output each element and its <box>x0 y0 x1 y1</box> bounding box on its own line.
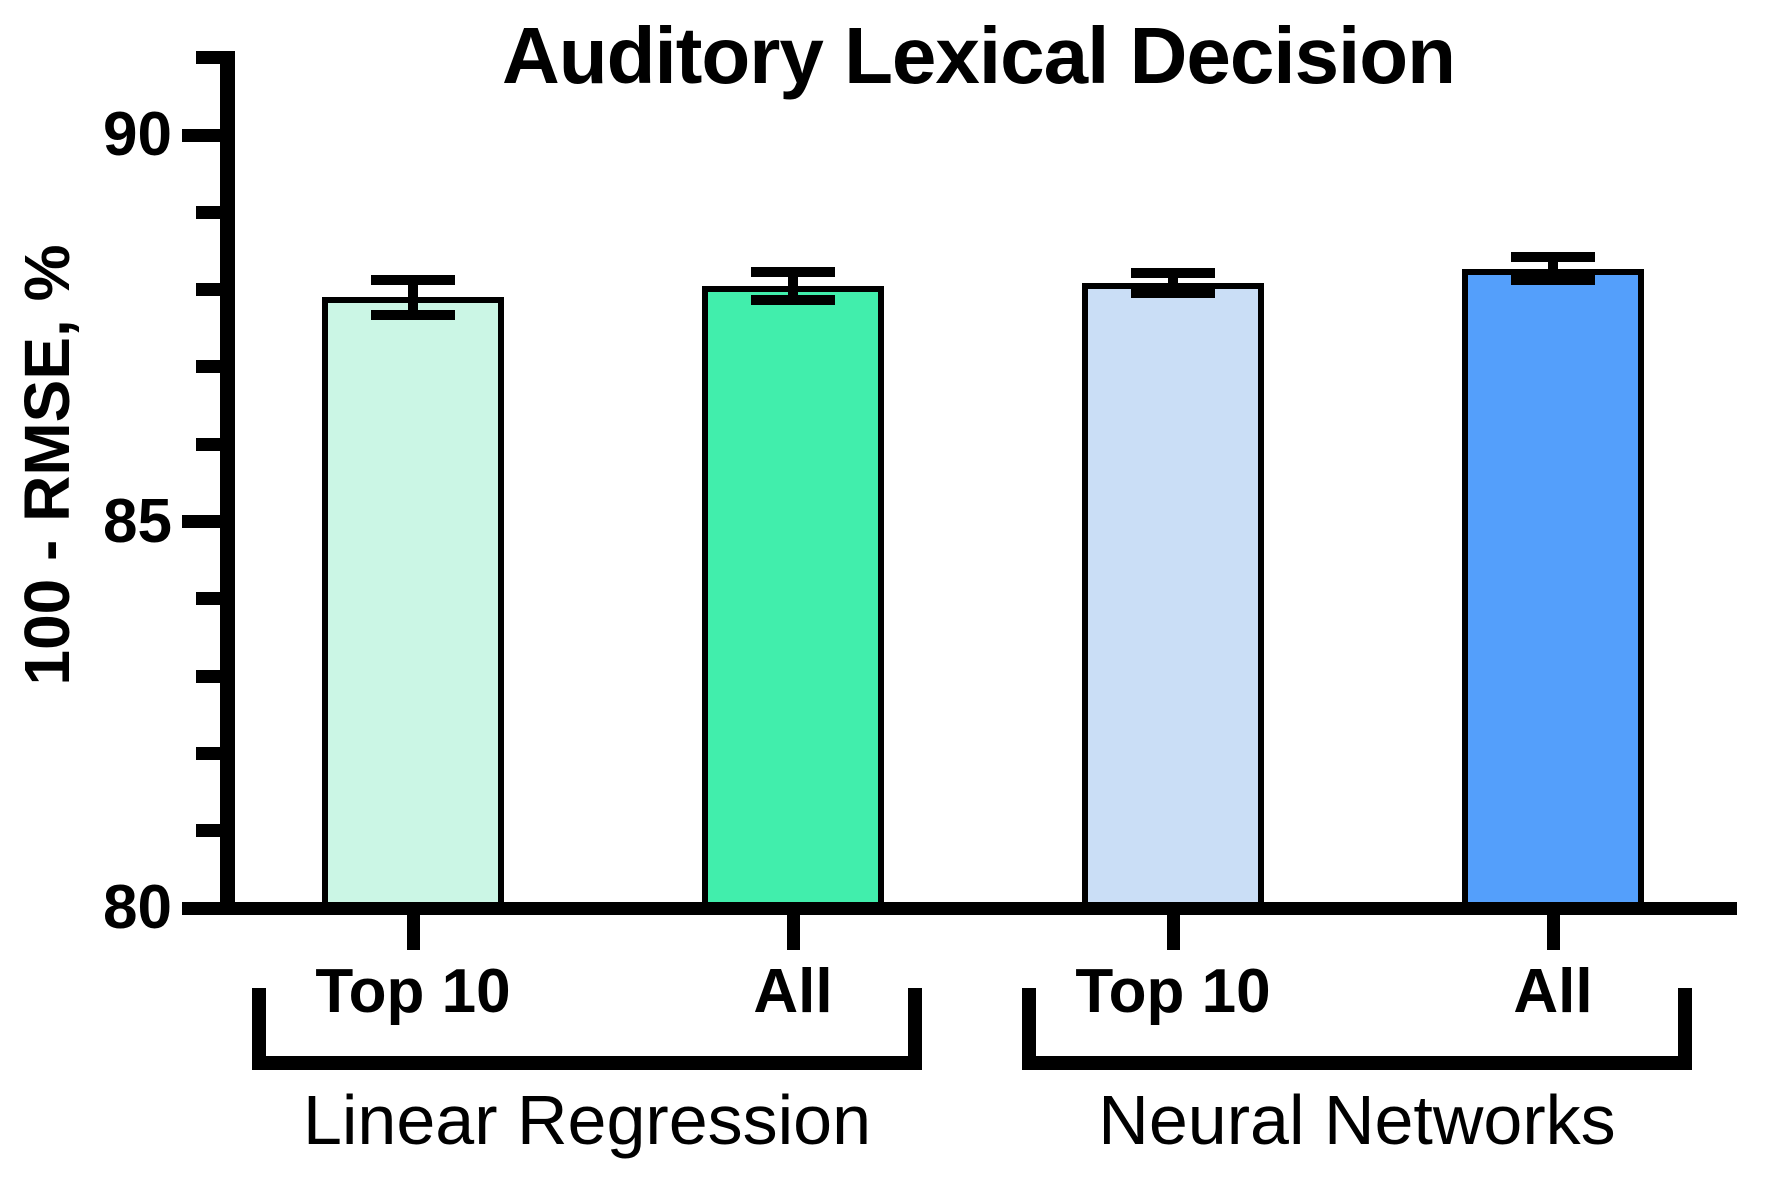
x-tick <box>406 915 420 950</box>
group-bracket-left <box>1022 988 1036 1070</box>
y-minor-tick <box>196 205 220 219</box>
group-bracket-bottom <box>1022 1056 1692 1070</box>
group-bracket-left <box>252 988 266 1070</box>
y-axis-spine <box>220 51 235 915</box>
error-bar-cap-top <box>1131 268 1215 279</box>
x-category-label: All <box>753 957 833 1026</box>
error-bar-cap-top <box>751 266 835 277</box>
group-bracket-right <box>1678 988 1692 1070</box>
error-bar-cap-top <box>371 274 455 285</box>
y-tick-label: 85 <box>103 486 172 556</box>
y-minor-tick <box>196 360 220 374</box>
data-bar <box>702 285 884 915</box>
error-bar-cap-bottom <box>371 310 455 321</box>
error-bar-cap-top <box>1511 252 1595 263</box>
y-tick-label: 90 <box>103 100 172 169</box>
data-bar <box>1462 268 1644 915</box>
group-label: Linear Regression <box>302 1081 872 1159</box>
group-label: Neural Networks <box>1098 1081 1616 1159</box>
y-minor-tick <box>196 51 220 65</box>
x-axis-baseline-overlay <box>182 901 1737 915</box>
data-bar <box>1082 283 1264 915</box>
group-bracket-right <box>908 988 922 1070</box>
y-minor-tick <box>196 283 220 297</box>
group-bracket-bottom <box>252 1056 922 1070</box>
chart-title: Auditory Lexical Decision <box>501 11 1456 100</box>
y-major-tick <box>182 515 220 528</box>
data-bar <box>322 297 504 915</box>
y-major-tick <box>182 128 220 142</box>
x-category-label: All <box>1513 957 1593 1026</box>
error-bar-cap-bottom <box>1511 275 1595 286</box>
x-category-label: Top 10 <box>315 957 511 1026</box>
x-tick <box>1546 915 1560 950</box>
y-tick-label: 80 <box>103 873 172 942</box>
x-tick <box>786 915 800 950</box>
error-bar-line <box>1168 273 1178 294</box>
x-category-label: Top 10 <box>1075 957 1271 1026</box>
y-minor-tick <box>196 824 220 838</box>
error-bar-cap-bottom <box>1131 288 1215 299</box>
y-minor-tick <box>196 592 220 606</box>
error-bar-line <box>1548 257 1558 281</box>
error-bar-line <box>788 271 798 300</box>
x-tick <box>1166 915 1180 950</box>
y-minor-tick <box>196 669 220 683</box>
y-minor-tick <box>196 746 220 760</box>
error-bar-cap-bottom <box>751 294 835 305</box>
error-bar-line <box>408 279 418 316</box>
y-minor-tick <box>196 437 220 451</box>
